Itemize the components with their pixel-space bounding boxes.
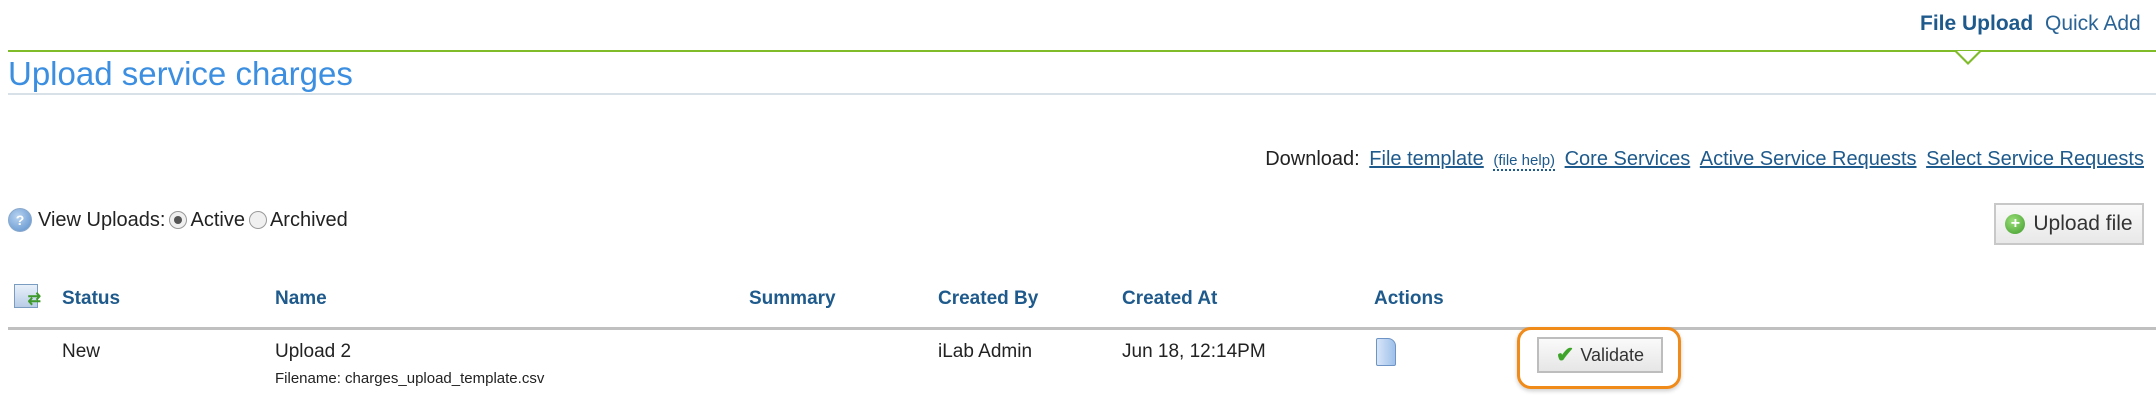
cell-status: New [62, 341, 101, 362]
select-service-requests-link[interactable]: Select Service Requests [1926, 148, 2144, 170]
header-created-at[interactable]: Created At [1122, 288, 1218, 309]
upload-file-label: Upload file [2033, 212, 2133, 235]
file-template-link[interactable]: File template [1369, 148, 1484, 170]
active-service-requests-link[interactable]: Active Service Requests [1699, 148, 1917, 170]
plus-icon: + [2005, 214, 2026, 234]
view-uploads-label: View Uploads: [38, 208, 166, 231]
file-help-link[interactable]: (file help) [1493, 152, 1556, 171]
core-services-link[interactable]: Core Services [1564, 148, 1691, 170]
header-actions: Actions [1374, 288, 1444, 309]
cell-name: Upload 2 [275, 341, 352, 362]
table-header-divider [8, 327, 2156, 330]
download-label: Download: [1265, 148, 1360, 170]
upload-file-button[interactable]: + Upload file [1994, 203, 2144, 245]
view-uploads-filter: ? View Uploads: Active Archived [8, 208, 348, 232]
download-links: Download: File template (file help) Core… [1265, 148, 2144, 171]
radio-archived-label[interactable]: Archived [269, 208, 348, 231]
view-details-scroll-icon[interactable] [1376, 338, 1396, 366]
refresh-icon[interactable] [14, 284, 41, 309]
cell-filename: Filename: charges_upload_template.csv [275, 370, 545, 387]
checkmark-icon: ✔ [1555, 342, 1575, 367]
cell-created-by: iLab Admin [938, 341, 1033, 362]
validate-button[interactable]: ✔ Validate [1537, 337, 1663, 373]
validate-label: Validate [1580, 344, 1645, 365]
tab-quick-add[interactable]: Quick Add [2045, 12, 2141, 35]
page-title: Upload service charges [8, 55, 353, 92]
radio-archived[interactable] [248, 211, 267, 229]
header-name[interactable]: Name [275, 288, 327, 309]
radio-active[interactable] [169, 211, 188, 229]
active-tab-caret-inner [1957, 51, 1979, 62]
nav-divider [8, 50, 2156, 52]
title-divider [8, 93, 2156, 95]
validate-highlight [1517, 327, 1681, 389]
tab-file-upload[interactable]: File Upload [1920, 12, 2034, 35]
radio-active-label[interactable]: Active [190, 208, 245, 231]
cell-created-at: Jun 18, 12:14PM [1122, 341, 1266, 362]
help-icon[interactable]: ? [8, 208, 32, 232]
header-status[interactable]: Status [62, 288, 121, 309]
header-created-by[interactable]: Created By [938, 288, 1039, 309]
header-summary[interactable]: Summary [749, 288, 836, 309]
